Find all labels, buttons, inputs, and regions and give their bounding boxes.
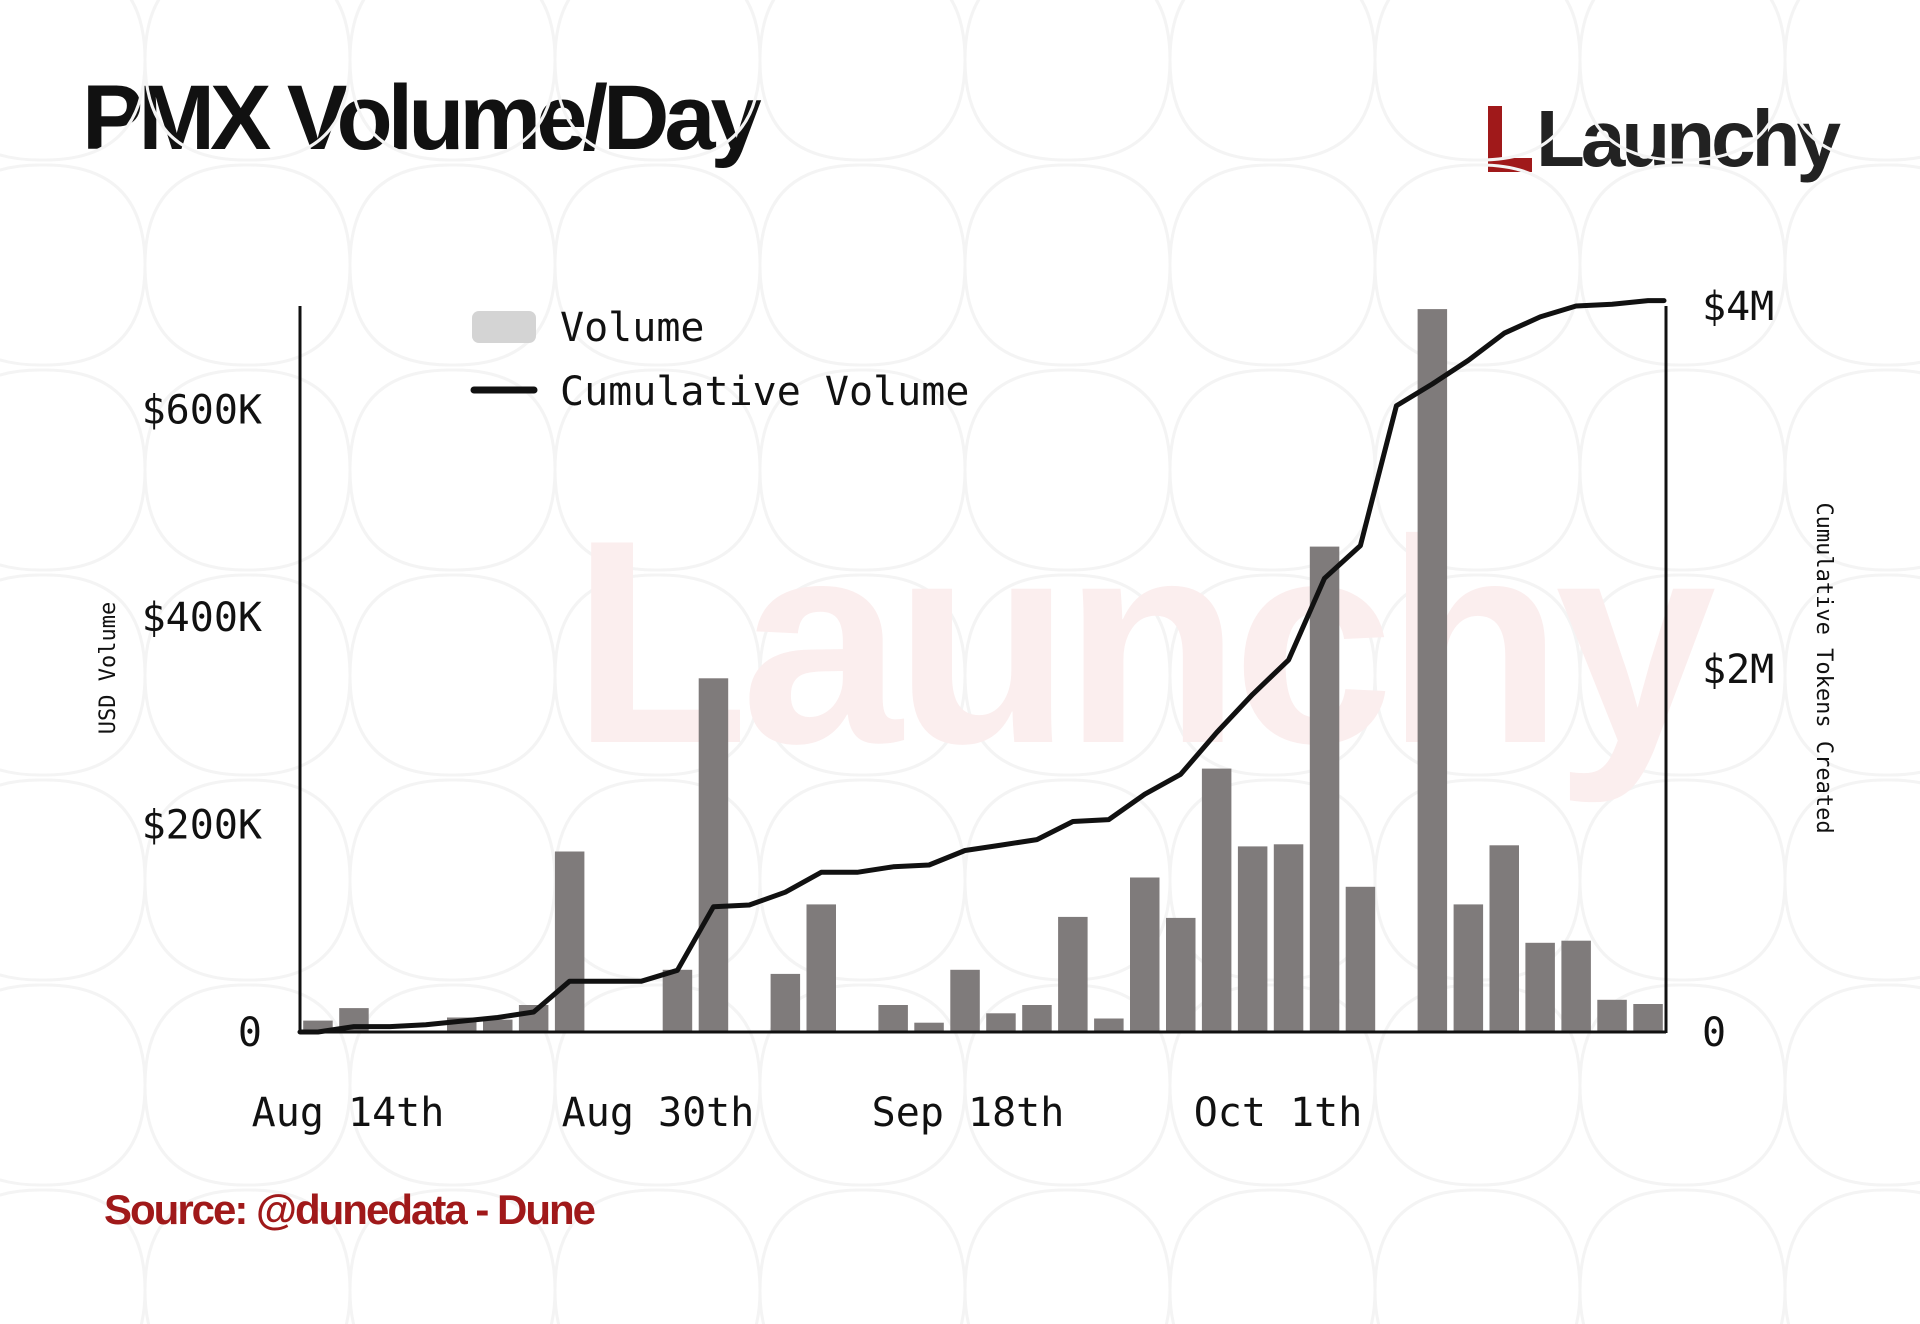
legend-volume-label: Volume [560,305,705,351]
y2-axis-ticks: 0 $2M $4M [1702,284,1774,1056]
y-tick-label: $200K [142,803,262,849]
source-credit: Source: @dunedata - Dune [104,1186,596,1233]
y-tick-label: 0 [238,1010,262,1056]
volume-bar [878,1005,908,1032]
legend: Volume Cumulative Volume [470,305,969,415]
volume-bar [1489,845,1519,1032]
volume-bar [1022,1005,1052,1032]
y-tick-label: $600K [142,388,262,434]
volume-bar [1166,917,1196,1032]
volume-bar [698,678,729,1032]
volume-bar [1633,1004,1663,1032]
y2-tick-label: 0 [1702,1010,1726,1056]
watermark-text: Launchy [572,480,1718,805]
x-tick-label: Sep 18th [872,1090,1065,1136]
x-tick-label: Aug 14th [252,1090,445,1136]
volume-bar [1058,916,1088,1032]
volume-bar [483,1019,513,1032]
x-tick-label: Oct 1th [1194,1090,1363,1136]
volume-bars [303,309,1663,1033]
chart-title: PMX Volume/Day [82,67,762,169]
axes [298,306,1668,1034]
volume-bar [914,1022,944,1032]
logo-l-mark-icon [1488,106,1532,172]
volume-bar [950,969,980,1032]
volume-bar [1453,904,1484,1032]
volume-bar [1273,844,1304,1032]
legend-volume-swatch [472,311,536,343]
x-axis-ticks: Aug 14th Aug 30th Sep 18th Oct 1th [252,1090,1363,1136]
y-axis-ticks: 0 $200K $400K $600K [142,388,262,1056]
volume-bar [1525,942,1555,1032]
volume-bar [554,851,585,1032]
volume-bar [770,973,801,1032]
volume-bar [1130,877,1160,1032]
y2-tick-label: $2M [1702,647,1774,693]
volume-bar [662,969,693,1032]
y2-axis-label: Cumulative Tokens Created [1811,502,1836,833]
volume-bar [1345,886,1376,1032]
volume-bar [986,1013,1016,1032]
volume-bar [303,1020,333,1032]
volume-bar [1309,546,1340,1032]
x-tick-label: Aug 30th [562,1090,755,1136]
y-tick-label: $400K [142,595,262,641]
legend-cumulative-label: Cumulative Volume [560,369,969,415]
volume-bar [1237,846,1268,1032]
volume-bar [1597,999,1627,1032]
y2-tick-label: $4M [1702,284,1774,330]
volume-bar [1561,940,1591,1032]
y-axis-label: USD Volume [96,602,121,734]
volume-bar [806,904,836,1032]
cumulative-volume-line [297,298,1667,1035]
volume-bar [1201,768,1232,1032]
volume-bar [1417,309,1448,1033]
volume-bar [1094,1018,1124,1032]
